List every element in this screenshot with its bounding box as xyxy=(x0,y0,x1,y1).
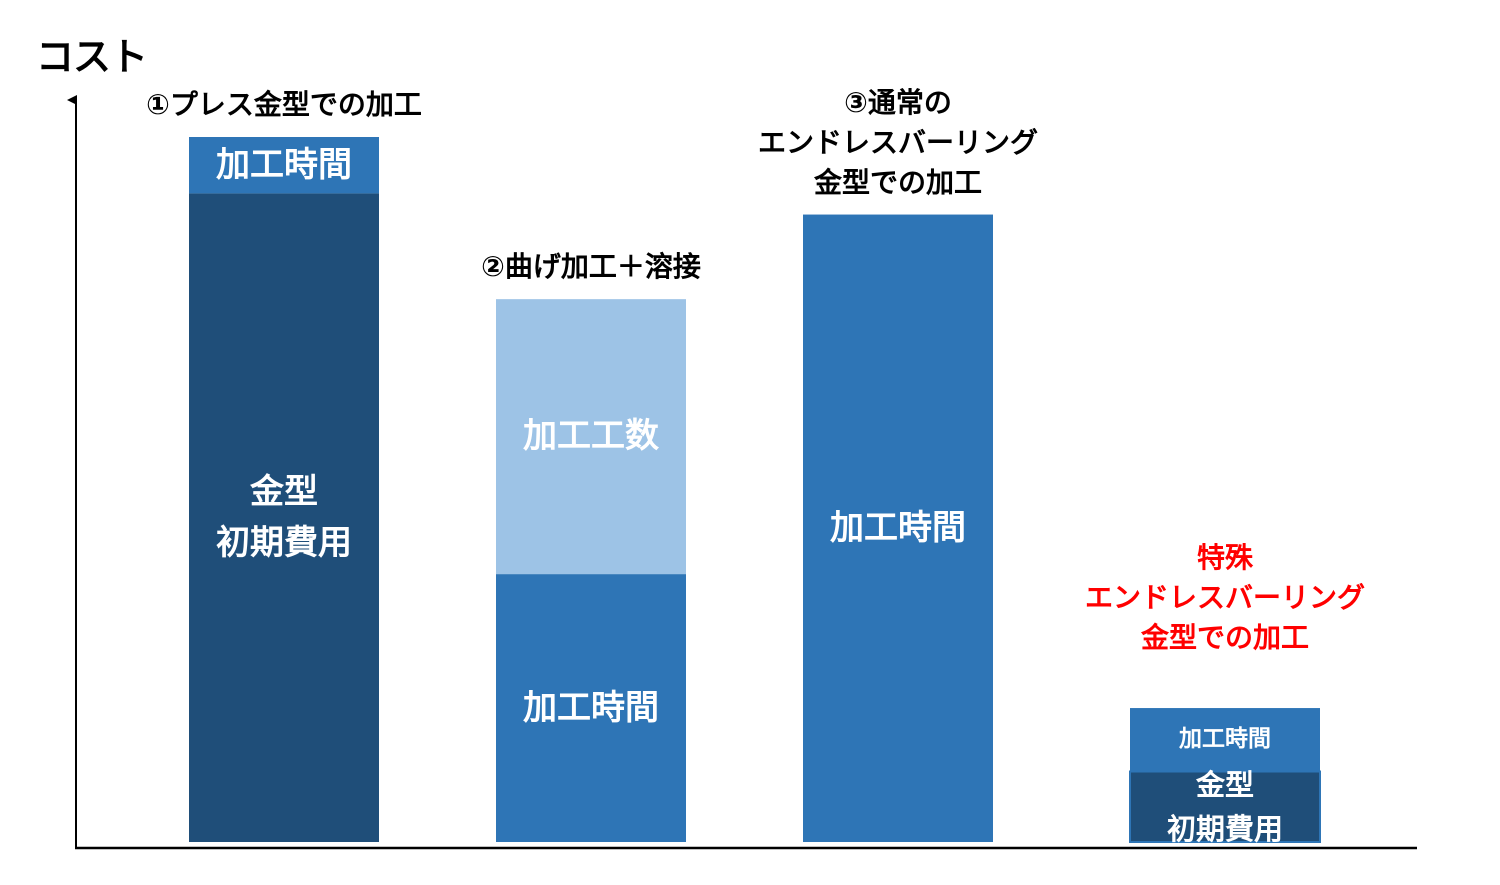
bar-4-title: 特殊 エンドレスバーリング 金型での加工 xyxy=(1084,541,1365,655)
bar-2-segment-1 xyxy=(496,574,686,842)
bar-3-title: ③通常の エンドレスバーリング 金型での加工 xyxy=(757,85,1038,199)
bar-4-segment-1 xyxy=(1129,770,1321,843)
bar-1-segment-2 xyxy=(189,137,379,194)
bar-3-segment-1-label: 加工時間 xyxy=(830,507,966,548)
bar-2-segment-1-label: 加工時間 xyxy=(523,687,659,728)
bar-2-segment-2-label: 加工工数 xyxy=(523,416,659,457)
bar-4-segment-2-label: 加工時間 xyxy=(1179,726,1271,753)
bar-1-segment-1-label: 金型 初期費用 xyxy=(216,471,352,563)
bar-4-segment-1-label: 金型 初期費用 xyxy=(1166,767,1283,846)
bar-2-title: ②曲げ加工＋溶接 xyxy=(481,250,701,284)
bar-1-segment-1 xyxy=(189,193,379,842)
bar-1-segment-2-label: 加工時間 xyxy=(216,144,352,185)
bar-4-segment-2 xyxy=(1130,708,1320,772)
y-axis-title: コスト xyxy=(36,35,148,79)
bar-1-title: ①プレス金型での加工 xyxy=(146,88,422,121)
bar-3-segment-1 xyxy=(803,214,993,843)
bar-2-segment-2 xyxy=(496,299,686,575)
